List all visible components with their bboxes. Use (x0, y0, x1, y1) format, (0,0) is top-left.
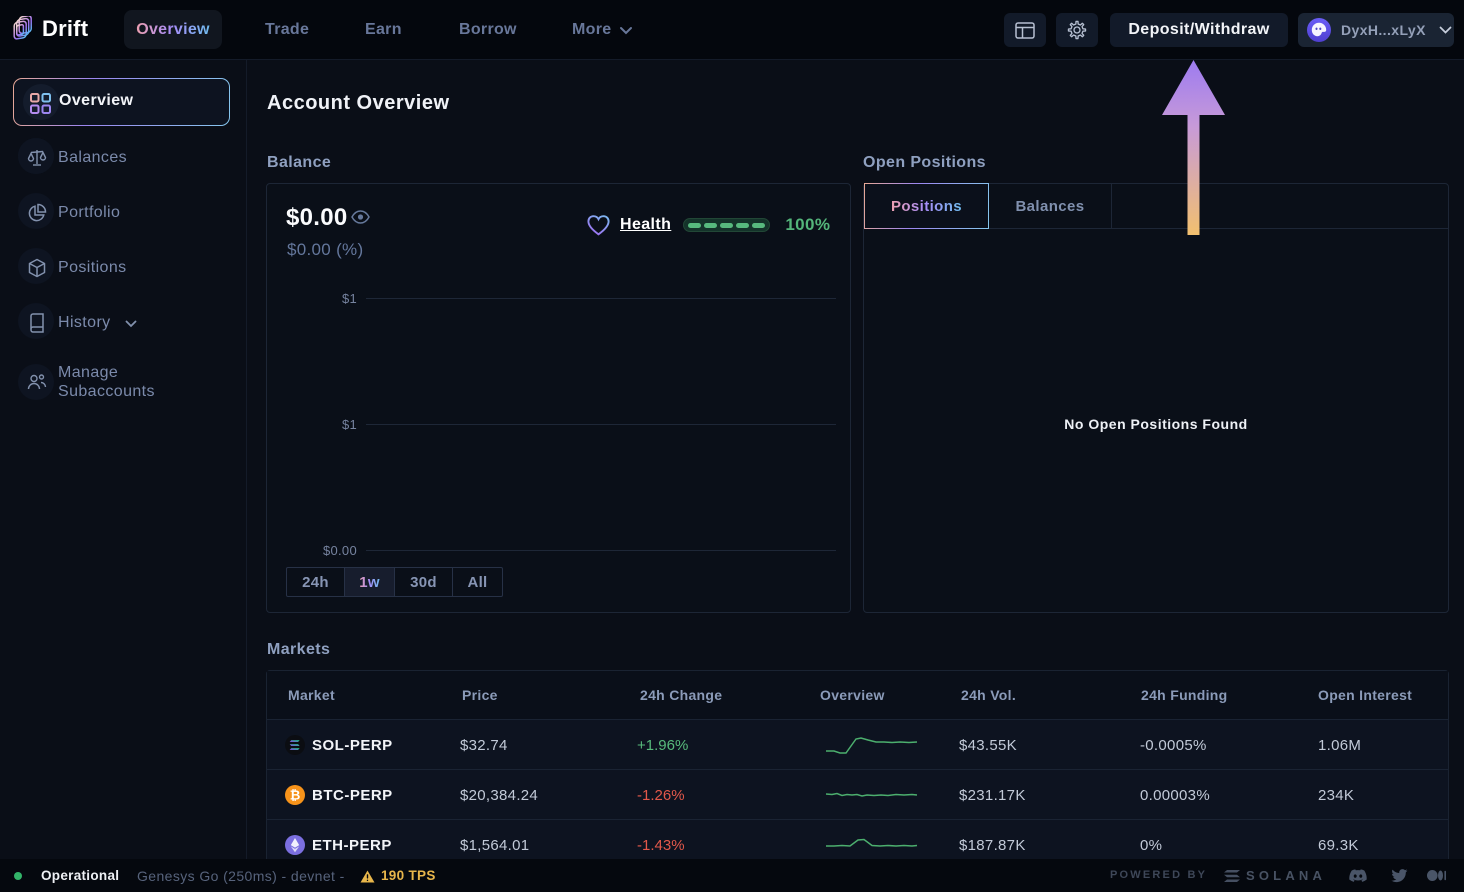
svg-text:₿: ₿ (290, 788, 301, 803)
